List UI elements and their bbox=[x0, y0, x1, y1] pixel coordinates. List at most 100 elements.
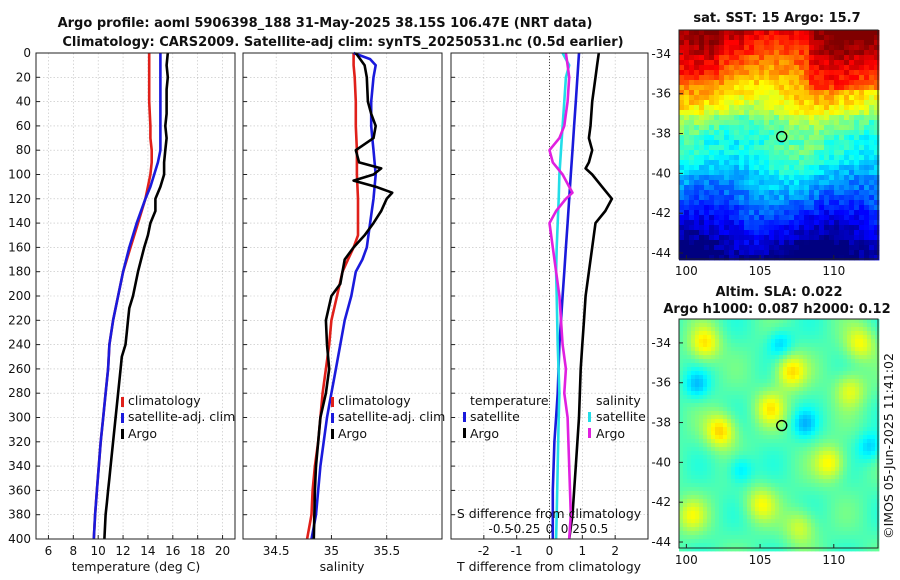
heatmap-cell bbox=[743, 319, 748, 324]
heatmap-cell bbox=[851, 431, 856, 436]
heatmap-cell bbox=[774, 160, 780, 166]
heatmap-cell bbox=[819, 471, 824, 476]
heatmap-cell bbox=[839, 95, 845, 101]
heatmap-cell bbox=[683, 391, 688, 396]
heatmap-cell bbox=[791, 375, 796, 380]
heatmap-cell bbox=[774, 255, 780, 261]
heatmap-cell bbox=[687, 443, 692, 448]
heatmap-cell bbox=[799, 180, 805, 186]
heatmap-cell bbox=[811, 467, 816, 472]
heatmap-cell bbox=[714, 75, 720, 81]
heatmap-cell bbox=[799, 210, 805, 216]
heatmap-cell bbox=[859, 327, 864, 332]
heatmap-cell bbox=[847, 427, 852, 432]
heatmap-cell bbox=[709, 170, 715, 176]
heatmap-cell bbox=[844, 160, 850, 166]
heatmap-cell bbox=[803, 339, 808, 344]
heatmap-cell bbox=[854, 250, 860, 256]
heatmap-cell bbox=[689, 125, 695, 131]
heatmap-cell bbox=[843, 495, 848, 500]
heatmap-cell bbox=[694, 115, 700, 121]
heatmap-cell bbox=[767, 483, 772, 488]
heatmap-cell bbox=[747, 479, 752, 484]
heatmap-cell bbox=[739, 105, 745, 111]
heatmap-cell bbox=[859, 403, 864, 408]
heatmap-cell bbox=[804, 30, 810, 36]
heatmap-cell bbox=[815, 407, 820, 412]
heatmap-cell bbox=[791, 443, 796, 448]
heatmap-cell bbox=[807, 535, 812, 540]
heatmap-cell bbox=[789, 150, 795, 156]
heatmap-cell bbox=[774, 245, 780, 251]
heatmap-cell bbox=[699, 115, 705, 121]
heatmap-cell bbox=[751, 487, 756, 492]
heatmap-cell bbox=[767, 375, 772, 380]
heatmap-cell bbox=[799, 415, 804, 420]
heatmap-cell bbox=[714, 210, 720, 216]
heatmap-cell bbox=[811, 535, 816, 540]
heatmap-cell bbox=[795, 519, 800, 524]
heatmap-cell bbox=[823, 443, 828, 448]
heatmap-cell bbox=[711, 547, 716, 552]
heatmap-cell bbox=[815, 443, 820, 448]
heatmap-cell bbox=[814, 125, 820, 131]
heatmap-cell bbox=[699, 240, 705, 246]
heatmap-cell bbox=[791, 531, 796, 536]
heatmap-cell bbox=[809, 240, 815, 246]
heatmap-cell bbox=[739, 519, 744, 524]
heatmap-cell bbox=[751, 347, 756, 352]
heatmap-cell bbox=[764, 195, 770, 201]
heatmap-cell bbox=[703, 375, 708, 380]
heatmap-cell bbox=[811, 407, 816, 412]
heatmap-cell bbox=[749, 50, 755, 56]
heatmap-cell bbox=[847, 367, 852, 372]
heatmap-cell bbox=[703, 523, 708, 528]
heatmap-cell bbox=[863, 327, 868, 332]
heatmap-cell bbox=[779, 451, 784, 456]
heatmap-cell bbox=[859, 347, 864, 352]
heatmap-cell bbox=[807, 511, 812, 516]
heatmap-cell bbox=[874, 255, 880, 261]
heatmap-cell bbox=[851, 439, 856, 444]
heatmap-cell bbox=[859, 359, 864, 364]
heatmap-cell bbox=[783, 339, 788, 344]
heatmap-cell bbox=[739, 387, 744, 392]
heatmap-cell bbox=[779, 483, 784, 488]
heatmap-cell bbox=[734, 70, 740, 76]
heatmap-cell bbox=[759, 391, 764, 396]
heatmap-cell bbox=[751, 363, 756, 368]
heatmap-cell bbox=[811, 483, 816, 488]
heatmap-cell bbox=[859, 130, 865, 136]
heatmap-cell bbox=[843, 395, 848, 400]
heatmap-cell bbox=[791, 439, 796, 444]
heatmap-cell bbox=[855, 459, 860, 464]
heatmap-cell bbox=[839, 391, 844, 396]
heatmap-cell bbox=[854, 130, 860, 136]
heatmap-cell bbox=[859, 235, 865, 241]
heatmap-cell bbox=[843, 491, 848, 496]
heatmap-cell bbox=[764, 60, 770, 66]
heatmap-cell bbox=[769, 30, 775, 36]
heatmap-cell bbox=[875, 515, 880, 520]
heatmap-cell bbox=[819, 371, 824, 376]
heatmap-cell bbox=[847, 415, 852, 420]
heatmap-cell bbox=[855, 507, 860, 512]
heatmap-cell bbox=[744, 45, 750, 51]
heatmap-cell bbox=[839, 343, 844, 348]
heatmap-cell bbox=[869, 45, 875, 51]
heatmap-cell bbox=[787, 507, 792, 512]
heatmap-cell bbox=[854, 55, 860, 61]
heatmap-cell bbox=[714, 140, 720, 146]
heatmap-cell bbox=[691, 543, 696, 548]
s-x-tick-label: 0.5 bbox=[589, 522, 608, 536]
heatmap-cell bbox=[743, 431, 748, 436]
heatmap-cell bbox=[855, 539, 860, 544]
heatmap-cell bbox=[823, 335, 828, 340]
heatmap-cell bbox=[835, 331, 840, 336]
heatmap-cell bbox=[794, 60, 800, 66]
heatmap-cell bbox=[799, 35, 805, 41]
heatmap-cell bbox=[831, 479, 836, 484]
heatmap-cell bbox=[683, 479, 688, 484]
heatmap-cell bbox=[739, 447, 744, 452]
heatmap-cell bbox=[864, 105, 870, 111]
